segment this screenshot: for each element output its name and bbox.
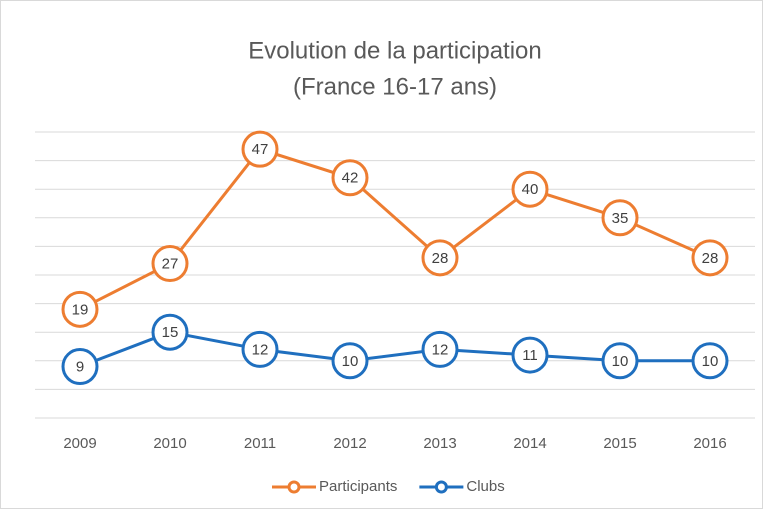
x-tick-label: 2014 bbox=[513, 435, 546, 452]
legend-label: Participants bbox=[319, 478, 397, 495]
data-label: 42 bbox=[342, 170, 359, 187]
data-label: 12 bbox=[432, 341, 449, 358]
data-label: 11 bbox=[522, 347, 538, 364]
marker bbox=[151, 245, 189, 283]
legend-marker bbox=[287, 480, 301, 494]
data-label: 28 bbox=[702, 250, 719, 267]
x-tick-label: 2010 bbox=[153, 435, 186, 452]
marker bbox=[421, 330, 459, 368]
data-label: 27 bbox=[162, 256, 179, 273]
data-label: 10 bbox=[342, 353, 359, 370]
data-label: 9 bbox=[76, 358, 84, 375]
data-label: 28 bbox=[432, 250, 449, 267]
marker bbox=[511, 170, 549, 208]
data-label: 19 bbox=[72, 301, 89, 318]
x-tick-label: 2011 bbox=[244, 435, 276, 452]
marker bbox=[61, 348, 99, 386]
data-label: 47 bbox=[252, 141, 269, 158]
data-label: 40 bbox=[522, 181, 539, 198]
legend-marker bbox=[434, 480, 448, 494]
marker bbox=[601, 199, 639, 237]
marker bbox=[61, 290, 99, 328]
x-tick-label: 2015 bbox=[603, 435, 636, 452]
marker bbox=[511, 336, 549, 374]
marker bbox=[691, 239, 729, 277]
marker bbox=[331, 342, 369, 380]
marker bbox=[601, 342, 639, 380]
x-tick-label: 2012 bbox=[333, 435, 366, 452]
marker bbox=[421, 239, 459, 277]
data-label: 15 bbox=[162, 324, 179, 341]
data-label: 10 bbox=[702, 353, 719, 370]
marker bbox=[151, 313, 189, 351]
data-label: 10 bbox=[612, 353, 629, 370]
data-label: 35 bbox=[612, 210, 629, 227]
x-tick-label: 2009 bbox=[63, 435, 96, 452]
marker bbox=[241, 330, 279, 368]
chart-title: Evolution de la participation bbox=[248, 37, 542, 64]
marker bbox=[241, 130, 279, 168]
marker bbox=[331, 159, 369, 197]
chart-subtitle: (France 16-17 ans) bbox=[293, 73, 497, 100]
x-tick-label: 2013 bbox=[423, 435, 456, 452]
x-tick-label: 2016 bbox=[693, 435, 726, 452]
legend-label: Clubs bbox=[466, 478, 504, 495]
marker bbox=[691, 342, 729, 380]
data-label: 12 bbox=[252, 341, 269, 358]
